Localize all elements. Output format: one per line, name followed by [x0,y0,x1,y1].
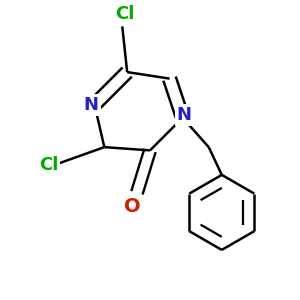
Text: Cl: Cl [115,5,135,23]
Text: Cl: Cl [39,156,58,174]
Text: O: O [124,197,140,216]
Text: N: N [84,96,99,114]
Text: N: N [177,106,192,124]
